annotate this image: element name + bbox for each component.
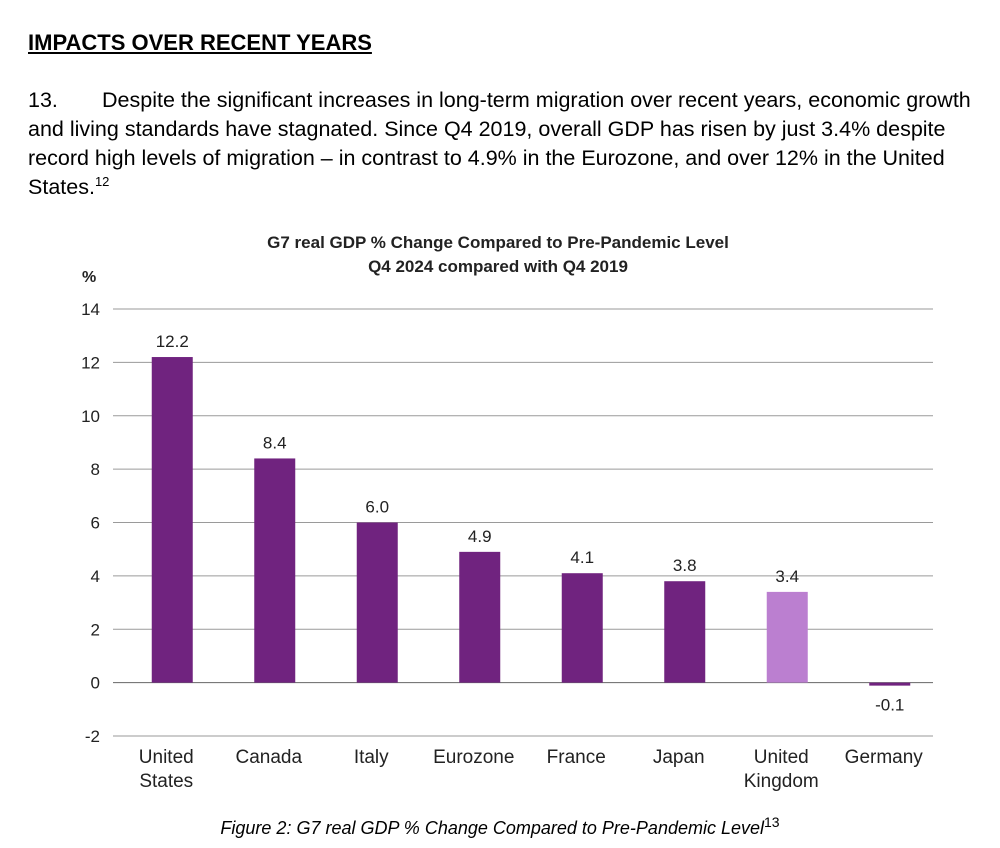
value-label: 12.2 bbox=[156, 332, 189, 351]
figure-caption: Figure 2: G7 real GDP % Change Compared … bbox=[0, 815, 1000, 839]
gridlines bbox=[113, 308, 933, 737]
y-tick-label: 12 bbox=[81, 353, 100, 372]
paragraph-13: 13. Despite the significant increases in … bbox=[28, 86, 978, 202]
gdp-bar-chart: G7 real GDP % Change Compared to Pre-Pan… bbox=[81, 233, 933, 792]
section-heading: IMPACTS OVER RECENT YEARS bbox=[28, 30, 372, 55]
value-label: 8.4 bbox=[263, 433, 287, 452]
y-tick-label: 6 bbox=[91, 514, 100, 533]
y-tick-label: 10 bbox=[81, 407, 100, 426]
value-label: 4.1 bbox=[570, 548, 594, 567]
y-tick-label: 14 bbox=[81, 300, 100, 319]
paragraph-number: 13. bbox=[28, 88, 58, 112]
bars bbox=[151, 357, 911, 686]
y-tick-label: 2 bbox=[91, 620, 100, 639]
footnote-ref-13: 13 bbox=[764, 814, 780, 830]
bar bbox=[766, 591, 808, 683]
bar bbox=[869, 682, 911, 686]
x-tick-label: Canada bbox=[235, 747, 302, 768]
y-tick-label: -2 bbox=[85, 727, 100, 746]
bar bbox=[664, 581, 706, 683]
x-tick-label: Eurozone bbox=[433, 747, 514, 768]
bar bbox=[254, 458, 296, 683]
y-tick-label: 0 bbox=[91, 674, 100, 693]
bar bbox=[459, 551, 501, 683]
value-label: 3.4 bbox=[775, 567, 799, 586]
value-label: 4.9 bbox=[468, 527, 492, 546]
value-label: -0.1 bbox=[875, 696, 904, 715]
bar bbox=[151, 357, 193, 683]
bar bbox=[356, 522, 398, 683]
x-tick-label: Italy bbox=[354, 747, 389, 768]
value-label: 3.8 bbox=[673, 556, 697, 575]
x-tick-label: Germany bbox=[845, 747, 924, 768]
paragraph-text: Despite the significant increases in lon… bbox=[28, 88, 971, 199]
y-axis-label: % bbox=[82, 269, 96, 286]
x-tick-label: Japan bbox=[653, 747, 705, 768]
x-tick-label: France bbox=[547, 747, 606, 768]
x-tick-label: United States bbox=[139, 747, 194, 792]
chart-title: G7 real GDP % Change Compared to Pre-Pan… bbox=[267, 233, 729, 252]
chart-subtitle: Q4 2024 compared with Q4 2019 bbox=[368, 257, 628, 276]
x-tick-label: United Kingdom bbox=[744, 747, 819, 792]
x-axis-labels: United States Canada Italy Eurozone France Jap… bbox=[139, 747, 924, 792]
y-tick-label: 8 bbox=[91, 460, 100, 479]
value-labels: 12.2 8.4 6.0 4.9 4.1 3.8 3.4 -0.1 bbox=[156, 332, 905, 715]
footnote-ref-12: 12 bbox=[94, 173, 110, 189]
caption-text: Figure 2: G7 real GDP % Change Compared … bbox=[220, 818, 765, 838]
bar bbox=[561, 573, 603, 683]
value-label: 6.0 bbox=[365, 498, 389, 517]
y-axis-ticks: 14 12 10 8 6 4 2 0 -2 bbox=[81, 300, 100, 746]
y-tick-label: 4 bbox=[91, 567, 100, 586]
